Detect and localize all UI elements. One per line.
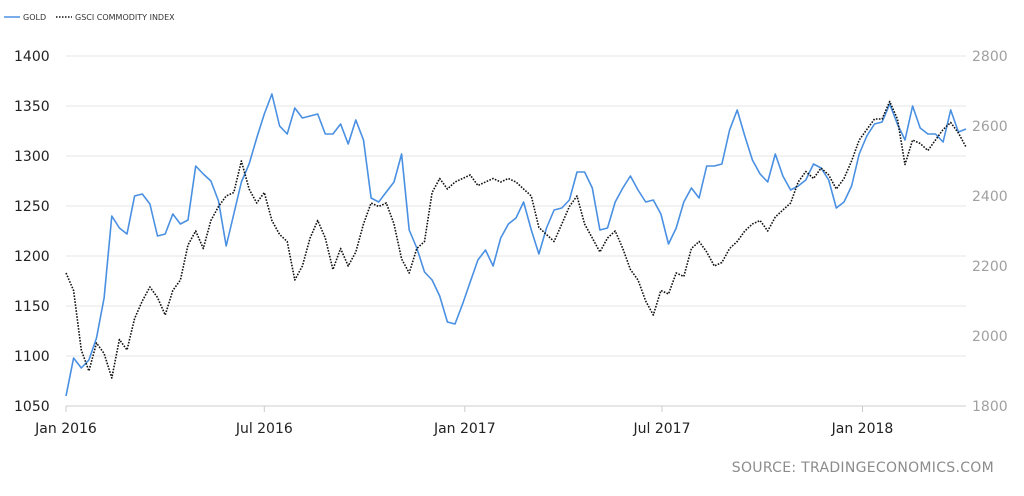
series-group (65, 93, 967, 397)
y-right-tick-label: 1800 (972, 399, 1008, 415)
legend-label-gsci: GSCI COMMODITY INDEX (75, 13, 175, 22)
y-right-tick-label: 2200 (972, 259, 1008, 275)
y-axis-right: 1800 2000 2200 2400 2600 2800 (972, 49, 1008, 415)
y-left-tick-label: 1050 (14, 399, 50, 415)
series-line-gold (65, 93, 967, 397)
y-axis-left: 1050 1100 1150 1200 1250 1300 1350 1400 (14, 49, 50, 415)
y-left-tick-label: 1150 (14, 299, 50, 315)
y-right-tick-label: 2000 (972, 329, 1008, 345)
y-right-tick-label: 2600 (972, 119, 1008, 135)
series-line-gsci (65, 100, 967, 379)
y-left-tick-label: 1300 (14, 149, 50, 165)
y-left-tick-label: 1400 (14, 49, 50, 65)
x-tick-label: Jan 2016 (34, 421, 97, 437)
gridlines (66, 55, 966, 407)
y-right-tick-label: 2400 (972, 189, 1008, 205)
y-left-tick-label: 1350 (14, 99, 50, 115)
x-tick-label: Jan 2018 (831, 421, 894, 437)
x-tick-label: Jan 2017 (433, 421, 496, 437)
y-left-tick-label: 1250 (14, 199, 50, 215)
source-attribution: SOURCE: TRADINGECONOMICS.COM (731, 460, 994, 476)
x-tick-label: Jul 2017 (633, 421, 691, 437)
y-left-tick-label: 1200 (14, 249, 50, 265)
legend: GOLD GSCI COMMODITY INDEX (4, 13, 175, 22)
x-tick-label: Jul 2016 (235, 421, 293, 437)
legend-label-gold: GOLD (23, 13, 46, 22)
x-axis: Jan 2016 Jul 2016 Jan 2017 Jul 2017 Jan 2018 (34, 405, 966, 437)
y-left-tick-label: 1100 (14, 349, 50, 365)
y-right-tick-label: 2800 (972, 49, 1008, 65)
